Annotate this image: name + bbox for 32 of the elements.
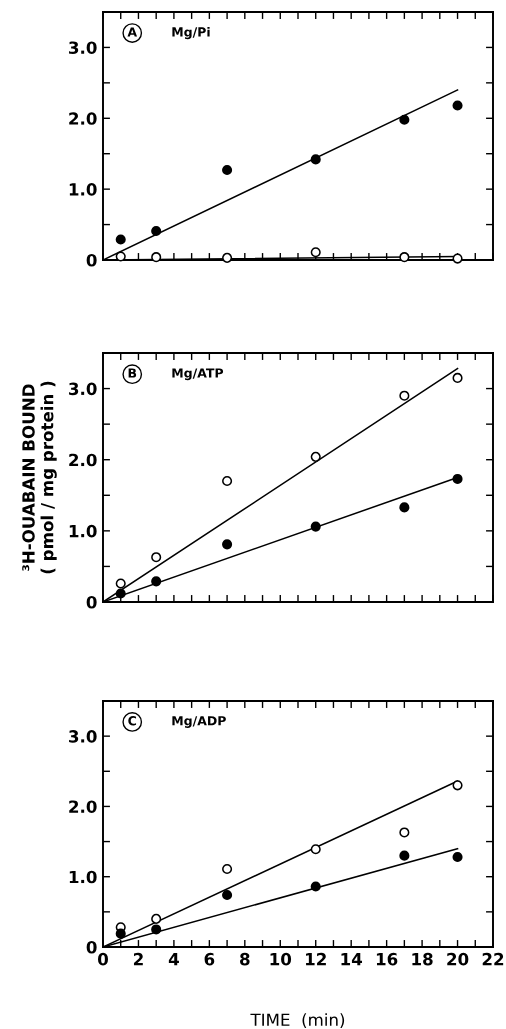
x-tick-label: 4 — [168, 953, 179, 966]
x-tick-label: 2 — [133, 952, 143, 966]
y-tick-label: 0 — [86, 940, 97, 954]
y-tick-label: 0 — [86, 253, 97, 267]
x-tick-label: 0 — [98, 952, 108, 966]
x-tick-label: 8 — [240, 952, 250, 966]
x-tick-label: 12 — [306, 952, 326, 966]
annotation: Mg/ADP — [172, 716, 226, 728]
y-tick-label: 1.0 — [69, 870, 97, 884]
y-tick-label: 3.0 — [69, 41, 97, 54]
x-tick-label: 20 — [447, 952, 469, 966]
annotation: Mg/Pi — [172, 26, 210, 40]
y-tick-label: 2.0 — [69, 800, 97, 813]
y-tick-label: 2.0 — [69, 453, 97, 467]
y-tick-label: 1.0 — [69, 183, 97, 196]
annotation: A — [127, 27, 138, 37]
x-tick-label: 16 — [376, 952, 398, 966]
y-tick-label: 3.0 — [69, 730, 97, 743]
y-tick-label: 2.0 — [69, 112, 97, 125]
y-tick-label: 1.0 — [69, 524, 97, 538]
y-tick-label: 0 — [86, 595, 97, 609]
x-axis-title: TIME (min) — [250, 1013, 345, 1028]
x-tick-label: 6 — [204, 952, 215, 966]
annotation: B — [128, 368, 137, 378]
x-tick-label: 10 — [270, 952, 292, 966]
y-axis-title: ³H-OUABAIN BOUND ( pmol / mg protein ) — [22, 381, 57, 574]
y-tick-label: 3.0 — [69, 382, 97, 396]
x-tick-label: 18 — [412, 952, 433, 966]
x-tick-label: 14 — [341, 953, 363, 966]
x-tick-label: 22 — [482, 952, 504, 966]
annotation: C — [128, 716, 137, 726]
annotation: Mg/ATP — [172, 368, 224, 381]
